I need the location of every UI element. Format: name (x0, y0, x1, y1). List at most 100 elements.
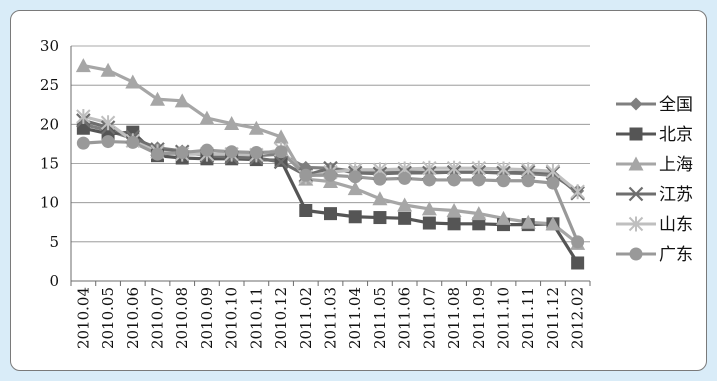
series-3-point (520, 214, 536, 229)
y-tick-label: 15 (40, 155, 59, 173)
series-3-point (372, 191, 388, 206)
x-tick-label: 2010.11 (247, 287, 265, 349)
series-3-point (496, 210, 511, 225)
series-5-point (446, 160, 462, 176)
series-6-point (497, 174, 510, 188)
x-tick-label: 2011.04 (346, 287, 364, 349)
x-tick-label: 2010.09 (198, 287, 216, 349)
y-tick-label: 20 (40, 115, 59, 133)
series-2-point (571, 256, 585, 270)
x-tick-label: 2010.10 (223, 287, 241, 349)
axes (70, 46, 591, 286)
series-3-point (100, 62, 116, 77)
series-5-point (422, 160, 437, 176)
series-6-point (398, 171, 412, 185)
x-tick-label: 2011.11 (519, 287, 537, 349)
series-6-point (373, 172, 387, 186)
series-2-point (373, 211, 387, 225)
series-2-point (447, 217, 461, 231)
series-6-point (225, 145, 239, 159)
x-tick-label: 2010.12 (272, 287, 290, 349)
legend-label: 广东 (659, 245, 693, 265)
x-tick-label: 2011.10 (495, 287, 513, 349)
y-tick-label: 10 (40, 194, 59, 212)
series-6-point (175, 146, 189, 160)
y-tick-label: 0 (49, 272, 59, 290)
x-tick-label: 2011.02 (297, 287, 315, 349)
series-5-point (570, 184, 585, 200)
series-6-point (324, 168, 337, 182)
series-2-point (299, 204, 313, 217)
x-tick-label: 2010.04 (74, 287, 92, 349)
y-axis-ticks: 0 5 10 15 20 25 30 (40, 37, 59, 290)
series-6-point (76, 136, 90, 150)
series-3-point (421, 201, 437, 216)
series-5-point (100, 115, 116, 131)
x-tick-label: 2011.05 (371, 287, 389, 349)
y-tick-label: 30 (40, 37, 59, 55)
series-5-point (76, 109, 91, 124)
series-2-point (126, 125, 140, 139)
gridlines (71, 45, 590, 243)
series-6-point (200, 143, 214, 157)
series-5-point (545, 163, 561, 179)
series-3-point (224, 116, 240, 131)
series-3-point (446, 203, 462, 217)
x-tick-label: 2012.02 (569, 287, 587, 349)
legend-marker-5 (628, 216, 644, 232)
series-3-point (150, 91, 165, 106)
series-3-point (174, 93, 190, 108)
x-tick-label: 2011.06 (396, 287, 414, 349)
legend-label: 上海 (659, 155, 693, 175)
x-axis-ticks: 2010.04 2010.05 2010.06 2010.07 2010.08 2010.… (74, 287, 586, 349)
legend-label: 山东 (659, 215, 693, 235)
series-2-point (422, 216, 436, 230)
legend-marker-6 (629, 247, 643, 261)
legend-label: 江苏 (659, 185, 693, 205)
series-6-point (348, 170, 362, 184)
series-3-point (545, 216, 561, 231)
series-3-point (273, 129, 289, 144)
series-6-point (126, 135, 140, 149)
series-3-point (75, 58, 91, 73)
series-6-point (151, 147, 164, 161)
series-5-point (496, 161, 511, 177)
series-3-point (347, 181, 363, 196)
series-6-point (571, 235, 585, 249)
series-5-point (471, 160, 486, 176)
legend-label: 北京 (659, 125, 693, 145)
series-6-point (472, 173, 486, 187)
series-6-point (299, 168, 313, 182)
series-2-point (398, 211, 412, 225)
legend-marker-2 (629, 127, 643, 141)
series-6-point (101, 135, 115, 149)
series-6-point (274, 145, 288, 159)
x-tick-label: 2011.03 (322, 287, 340, 349)
x-tick-label: 2011.08 (445, 287, 463, 349)
series-markers (75, 58, 586, 270)
y-tick-label: 5 (49, 233, 59, 251)
series-3-point (471, 206, 487, 221)
series-3-point (397, 197, 413, 212)
x-tick-label: 2010.05 (99, 287, 117, 349)
series-6-point (546, 176, 560, 190)
series-3-point (125, 74, 141, 89)
series-3-point (199, 110, 215, 125)
legend-marker-3 (628, 156, 644, 171)
legend-label: 全国 (659, 95, 693, 115)
series-6-point (447, 173, 461, 187)
legend-marker-4 (628, 186, 644, 202)
series-6-point (422, 173, 436, 187)
y-tick-label: 25 (40, 76, 59, 94)
series-6-point (521, 174, 535, 188)
x-tick-label: 2010.08 (173, 287, 191, 349)
legend-marker-1 (629, 97, 643, 111)
series-2-point (324, 207, 337, 221)
x-tick-label: 2011.09 (470, 287, 488, 349)
x-tick-label: 2011.07 (420, 287, 438, 349)
series-2-point (348, 210, 362, 224)
series-2-point (472, 217, 486, 231)
x-tick-label: 2010.07 (149, 287, 167, 349)
